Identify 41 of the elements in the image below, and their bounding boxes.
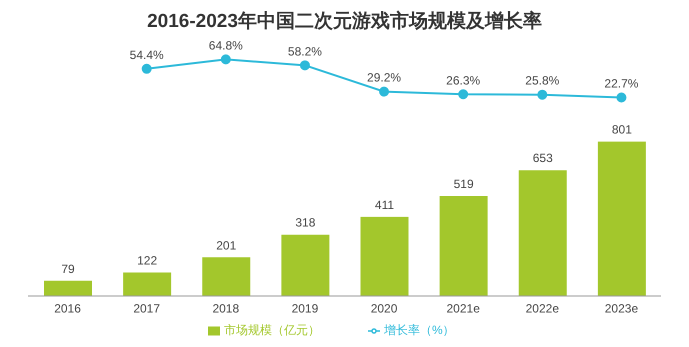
bar — [598, 142, 646, 296]
data-label: 122 — [137, 253, 158, 268]
x-tick-label: 2020 — [370, 302, 398, 316]
point — [220, 54, 231, 64]
data-label: 58.2% — [288, 44, 322, 58]
data-label: 29.2% — [367, 70, 402, 85]
data-label: 22.7% — [604, 76, 639, 91]
data-label: 653 — [532, 151, 554, 166]
chart-title: 2016-2023年中国二次元游戏市场规模及增长率 — [146, 10, 543, 34]
data-label: 201 — [216, 238, 237, 252]
bar — [518, 170, 567, 296]
point — [537, 90, 548, 100]
bar — [440, 196, 488, 296]
legend-label: 增长率（%） — [384, 323, 455, 337]
bar — [123, 272, 172, 296]
x-tick-label: 2018 — [212, 302, 240, 316]
data-label: 54.4% — [130, 48, 164, 62]
data-label: 79 — [61, 262, 75, 276]
x-tick-label: 2019 — [292, 302, 319, 316]
data-label: 25.8% — [525, 74, 560, 88]
x-tick-label: 2022e — [526, 302, 560, 316]
data-label: 318 — [295, 216, 316, 230]
bar — [44, 280, 92, 296]
point — [458, 89, 468, 100]
data-label: 519 — [454, 177, 474, 192]
legend-label: 市场规模（亿元） — [224, 323, 320, 337]
point — [379, 86, 390, 97]
point — [616, 92, 626, 103]
x-tick-label: 2016 — [54, 302, 82, 316]
point — [142, 64, 152, 74]
data-label: 64.8% — [208, 38, 244, 52]
x-tick-label: 2017 — [133, 302, 160, 316]
bar — [281, 234, 330, 296]
bar — [202, 257, 250, 296]
x-tick-label: 2021e — [446, 302, 480, 316]
data-label: 411 — [374, 198, 394, 212]
data-label: 26.3% — [446, 73, 481, 88]
bar — [360, 216, 408, 296]
data-label: 801 — [612, 122, 632, 137]
x-tick-label: 2023e — [604, 302, 638, 316]
point — [300, 60, 310, 70]
